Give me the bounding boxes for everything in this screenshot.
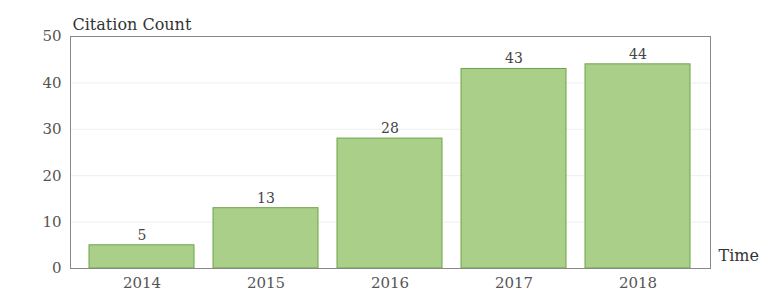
svg-text:Citation Count: Citation Count <box>73 15 192 34</box>
svg-text:40: 40 <box>42 74 61 92</box>
svg-text:50: 50 <box>42 27 61 45</box>
svg-text:2017: 2017 <box>495 274 533 292</box>
svg-text:Time: Time <box>719 246 759 265</box>
svg-text:5: 5 <box>138 227 147 243</box>
svg-text:44: 44 <box>629 46 647 62</box>
svg-text:20: 20 <box>42 167 61 185</box>
svg-text:2014: 2014 <box>123 274 161 292</box>
svg-text:10: 10 <box>42 213 61 231</box>
svg-text:43: 43 <box>505 50 523 66</box>
svg-text:2015: 2015 <box>247 274 285 292</box>
svg-text:28: 28 <box>381 120 399 136</box>
svg-text:13: 13 <box>257 190 275 206</box>
svg-text:2018: 2018 <box>619 274 657 292</box>
svg-text:2016: 2016 <box>371 274 409 292</box>
svg-text:0: 0 <box>52 259 62 277</box>
svg-text:30: 30 <box>42 120 61 138</box>
